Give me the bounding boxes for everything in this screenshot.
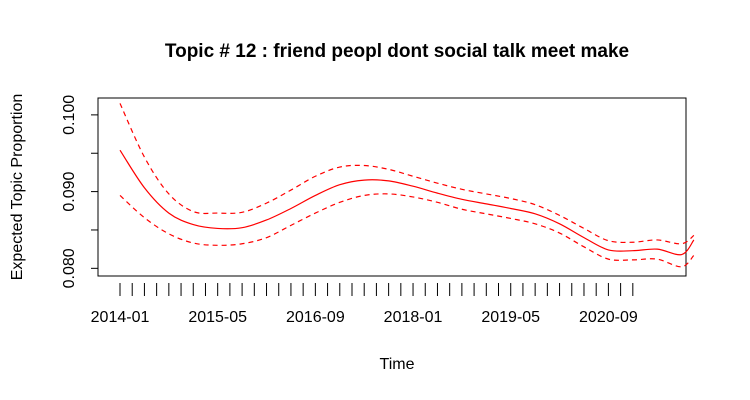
x-axis: 2014-01 2015-05 2016-09 2018-01 2019-05 2020-… xyxy=(91,283,638,326)
series-line-upper xyxy=(119,103,695,245)
y-tick-label: 0.100 xyxy=(61,95,78,135)
y-axis: 0.080 0.090 0.100 xyxy=(61,95,98,288)
x-tick-label: 2015-05 xyxy=(188,309,247,326)
x-tick-label: 2016-09 xyxy=(286,309,345,326)
x-tick-label: 2019-05 xyxy=(481,309,540,326)
y-tick-label: 0.080 xyxy=(61,248,78,288)
x-tick-label: 2018-01 xyxy=(384,309,443,326)
x-tick-label: 2020-09 xyxy=(579,309,638,326)
chart-title: Topic # 12 : friend peopl dont social ta… xyxy=(165,41,629,62)
x-axis-label: Time xyxy=(380,356,415,373)
plot-area-frame xyxy=(97,97,687,277)
y-axis-label: Expected Topic Proportion xyxy=(9,94,26,280)
x-tick-label: 2014-01 xyxy=(91,309,150,326)
series-line-lower xyxy=(119,193,695,268)
series-line-estimate xyxy=(119,149,695,256)
y-tick-label: 0.090 xyxy=(61,171,78,211)
series-layer xyxy=(119,103,695,268)
